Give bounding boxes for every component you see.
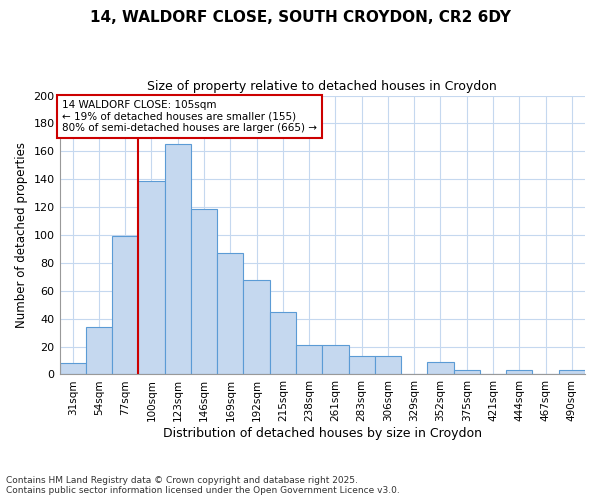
Y-axis label: Number of detached properties: Number of detached properties	[15, 142, 28, 328]
Bar	[322, 345, 349, 374]
Bar	[349, 356, 375, 374]
Bar	[86, 327, 112, 374]
Bar	[191, 208, 217, 374]
X-axis label: Distribution of detached houses by size in Croydon: Distribution of detached houses by size …	[163, 427, 482, 440]
Bar	[559, 370, 585, 374]
Bar	[139, 180, 164, 374]
Title: Size of property relative to detached houses in Croydon: Size of property relative to detached ho…	[148, 80, 497, 93]
Bar	[244, 280, 270, 374]
Bar	[112, 236, 139, 374]
Text: 14, WALDORF CLOSE, SOUTH CROYDON, CR2 6DY: 14, WALDORF CLOSE, SOUTH CROYDON, CR2 6D…	[89, 10, 511, 25]
Bar	[217, 253, 244, 374]
Text: 14 WALDORF CLOSE: 105sqm
← 19% of detached houses are smaller (155)
80% of semi-: 14 WALDORF CLOSE: 105sqm ← 19% of detach…	[62, 100, 317, 133]
Bar	[164, 144, 191, 374]
Bar	[506, 370, 532, 374]
Bar	[270, 312, 296, 374]
Bar	[296, 345, 322, 374]
Bar	[454, 370, 480, 374]
Bar	[375, 356, 401, 374]
Text: Contains HM Land Registry data © Crown copyright and database right 2025.
Contai: Contains HM Land Registry data © Crown c…	[6, 476, 400, 495]
Bar	[427, 362, 454, 374]
Bar	[59, 364, 86, 374]
